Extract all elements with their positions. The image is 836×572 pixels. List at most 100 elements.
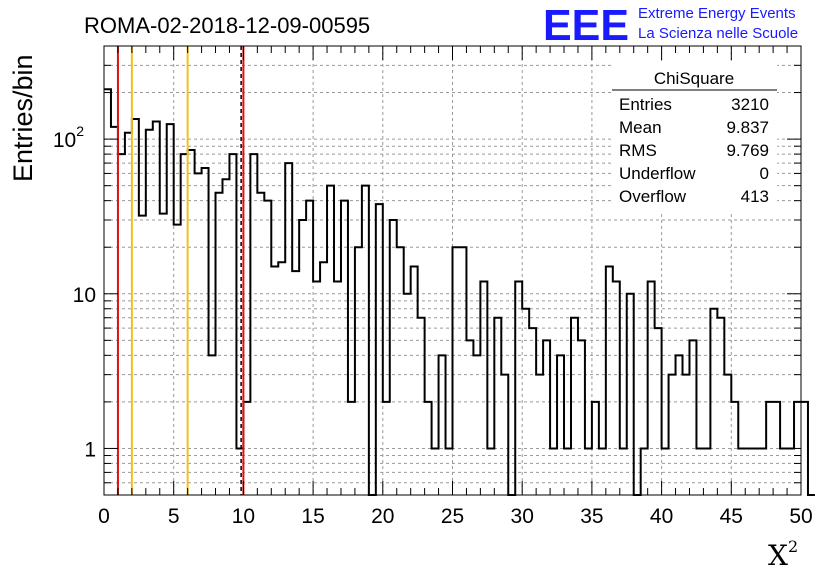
histogram-bin [717,318,724,495]
stats-label: Overflow [619,187,687,206]
x-tick-label: 25 [441,505,464,528]
histogram-bin [376,204,383,495]
histogram-bin [160,214,167,495]
histogram-bin [669,375,676,495]
stats-label: Entries [619,95,672,114]
histogram-bin [209,355,216,495]
histogram-bin [620,448,627,495]
x-tick-label: 35 [580,505,603,528]
x-tick-label: 15 [301,505,324,528]
logo-line-2: La Scienza nelle Scuole [638,25,798,42]
histogram-layer [104,88,815,496]
x-axis-label-sup: 2 [788,537,798,556]
stats-label: Mean [619,118,662,137]
histogram-bin [773,402,780,495]
histogram-bin [299,220,306,495]
histogram-bin [104,89,111,495]
histogram-bin [703,448,710,495]
histogram-outline [104,88,815,496]
histogram-bin [801,402,808,495]
histogram-bin [132,119,139,495]
x-tick-label: 50 [789,505,812,528]
histogram-bin [111,127,118,495]
histogram-bin [236,448,243,495]
histogram-bin [348,402,355,495]
stats-box-background [612,64,777,214]
y-axis-label: Entries/bin [8,54,38,182]
histogram-bin [425,402,432,495]
histogram-bin [592,402,599,495]
histogram-bin [125,133,132,495]
x-tick-label: 30 [511,505,534,528]
x-tick-label: 20 [371,505,394,528]
histogram-bin [759,448,766,495]
histogram-bin [174,225,181,495]
histogram-bin [411,267,418,495]
histogram-bin [306,201,313,495]
histogram-bin [146,130,153,495]
histogram-bin [181,154,188,495]
histogram-bin [724,375,731,495]
histogram-bin [655,328,662,495]
histogram-bin [731,402,738,495]
histogram-bin [243,402,250,495]
logo-mark: EEE [543,1,629,50]
histogram-bin [418,318,425,495]
histogram-bin [766,402,773,495]
x-tick-label: 10 [232,505,255,528]
histogram-bin [571,318,578,495]
histogram-bin [780,448,787,495]
histogram-bin [550,448,557,495]
x-tick-label: 45 [720,505,743,528]
histogram-bin [752,448,759,495]
histogram-bin [543,340,550,495]
histogram-bin [627,294,634,495]
stats-value: 413 [741,187,769,206]
histogram-bin [787,448,794,495]
histogram-bin [139,216,146,495]
histogram-bin [466,340,473,495]
histogram-bin [585,448,592,495]
histogram-bin [578,340,585,495]
histogram-bin [362,186,369,495]
histogram-bin [118,154,125,495]
stats-label: RMS [619,141,657,160]
run-title: ROMA-02-2018-12-09-00595 [84,13,370,38]
histogram-bin [341,201,348,495]
x-tick-label: 5 [168,505,180,528]
logo-line-1: Extreme Energy Events [638,5,796,22]
histogram-bin [487,448,494,495]
histogram-bin [710,309,717,495]
histogram-bin [327,186,334,495]
histogram-bin [195,173,202,495]
histogram-bin [613,282,620,495]
y-tick-label: 102 [53,123,84,152]
reference-lines-layer [116,46,245,495]
histogram-bin [355,247,362,495]
x-axis-label: X2 [768,537,798,572]
histogram-bin [745,448,752,495]
histogram-bin [188,150,195,495]
x-tick-label: 40 [650,505,673,528]
histogram-bin [641,448,648,495]
histogram-bin [696,448,703,495]
histogram-bin [446,448,453,495]
histogram-bin [257,193,264,495]
histogram-bin [383,402,390,495]
ticks-layer: 0 5 10 15 20 25 30 35 40 45 50 1 10 102 [53,45,813,528]
histogram-bin [334,282,341,495]
histogram-bin [557,355,564,495]
histogram-bin [501,375,508,495]
histogram-bin [390,220,397,495]
histogram-bin [292,271,299,495]
histogram-bin [494,318,501,495]
eee-logo: EEE Extreme Energy Events La Scienza nel… [543,1,798,50]
histogram-bin [222,179,229,495]
histogram-bin [689,340,696,495]
histogram-bin [529,328,536,495]
histogram-bin [599,448,606,495]
histogram-bin [536,375,543,495]
histogram-bin [264,201,271,495]
histogram-bin [202,168,209,495]
